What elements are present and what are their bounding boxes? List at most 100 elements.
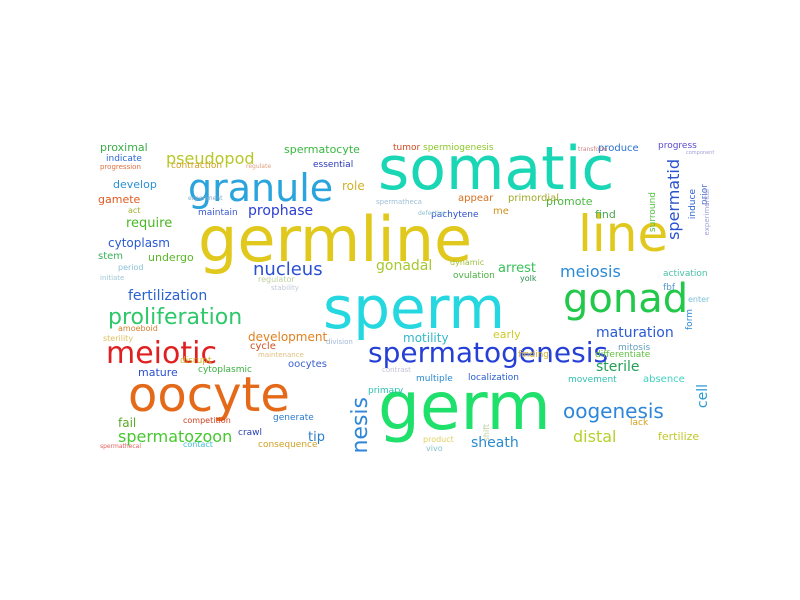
word-gamete: gamete [98, 193, 141, 206]
word-develop: develop [113, 178, 157, 191]
word-spermatheca: spermatheca [376, 198, 422, 206]
word-stem: stem [98, 251, 124, 262]
word-activation: activation [663, 269, 708, 279]
word-cytoplasm: cytoplasm [108, 236, 170, 250]
word-regulator: regulator [258, 275, 295, 284]
word-require: require [126, 216, 173, 231]
word-spermatozoon: spermatozoon [118, 427, 233, 446]
word-meiotic: meiotic [106, 336, 217, 371]
word-indicate: indicate [106, 154, 142, 164]
word-stability: stability [271, 284, 299, 292]
word-cloud: germline somatic sperm germ oocyte granu… [98, 139, 723, 454]
word-tumor: tumor [393, 143, 421, 153]
word-undergo: undergo [148, 251, 194, 264]
word-ovulation: ovulation [453, 271, 495, 281]
word-essential: essential [313, 160, 354, 170]
word-defective: defective [418, 210, 446, 217]
word-differentiate: differentiate [595, 350, 651, 360]
word-contrast: contrast [382, 366, 411, 374]
word-experimental: experimental [703, 189, 711, 236]
word-transform: transform [578, 146, 608, 153]
word-amoeboid: amoeboid [118, 324, 158, 333]
word-finding: finding [518, 350, 550, 360]
word-germline: germline [198, 203, 473, 276]
word-spermatocyte: spermatocyte [284, 143, 360, 156]
word-progression: progression [100, 163, 141, 171]
word-msp: oogenesis [348, 397, 373, 454]
word-competition: competition [183, 416, 231, 425]
word-appear: appear [458, 193, 494, 204]
word-enter: enter [688, 295, 710, 304]
word-find: find [595, 208, 616, 221]
word-product: product [423, 435, 454, 444]
word-spermathecal: spermathecal [100, 443, 141, 450]
word-regulate: regulate [246, 163, 272, 170]
word-disrupt: disrupt [180, 356, 212, 366]
word-early: early [493, 328, 521, 341]
word-cell: cell [695, 384, 711, 409]
word-spermiogenesis: spermiogenesis [423, 143, 494, 153]
word-generate: generate [273, 413, 314, 423]
word-gonadal: gonadal [376, 258, 433, 274]
word-me: me [493, 206, 509, 217]
word-form: form [685, 309, 695, 330]
word-pseudopod: pseudopod [166, 149, 255, 168]
word-fail: fail [118, 416, 137, 430]
word-localization: localization [468, 373, 519, 383]
word-consequence: consequence [258, 440, 318, 450]
word-fertilize: fertilize [658, 430, 700, 443]
word-initiate: initiate [100, 274, 125, 282]
word-fertilization: fertilization [128, 288, 208, 304]
word-primordial: primordial [508, 193, 560, 204]
word-gonad: gonad [563, 276, 689, 322]
word-granule: granule [188, 166, 334, 210]
word-vivo: vivo [426, 444, 443, 453]
word-act: act [128, 206, 141, 215]
word-cytoplasmic: cytoplasmic [198, 365, 252, 375]
word-multiple: multiple [416, 374, 453, 384]
word-somatic: somatic [378, 139, 615, 204]
word-line: line [578, 205, 669, 263]
word-induce: induce [688, 189, 698, 220]
word-arrest: arrest [498, 261, 537, 276]
word-crawl: crawl [238, 428, 263, 438]
word-movement: movement [568, 375, 617, 385]
word-nucleus: nucleus [253, 259, 323, 280]
word-dynamic: dynamic [450, 258, 485, 267]
word-pachytene: pachytene [431, 210, 479, 220]
word-distal: distal [573, 427, 617, 446]
word-surround: surround [648, 192, 658, 233]
word-development: development [248, 330, 328, 344]
word-role: role [342, 179, 365, 193]
word-contraction: contraction [171, 161, 223, 171]
word-oocytes: oocytes [288, 359, 327, 370]
word-proximal: proximal [100, 141, 148, 154]
word-primary: primary [368, 386, 404, 396]
word-sheath: sheath [471, 435, 519, 451]
word-meiosis: meiosis [560, 262, 621, 281]
word-tip: tip [308, 430, 325, 445]
word-contact: contact [183, 440, 213, 449]
word-absence: absence [643, 374, 685, 385]
word-division: division [326, 338, 353, 346]
word-period: period [118, 263, 144, 272]
word-cycle: cycle [250, 341, 276, 352]
word-spermatid: spermatid [664, 159, 683, 240]
word-progress: progress [658, 141, 697, 151]
word-sterile: sterile [596, 359, 640, 375]
word-oocyte: oocyte [128, 367, 290, 423]
word-oogenesis: oogenesis [563, 399, 664, 423]
word-maturation: maturation [596, 325, 674, 341]
word-maintain: maintain [198, 208, 238, 218]
word-spermatogenesis: spermatogenesis [368, 336, 609, 369]
word-prophase: prophase [248, 203, 314, 219]
word-proliferation: proliferation [108, 305, 243, 330]
word-shift: shift [482, 424, 491, 442]
word-mature: mature [138, 366, 178, 379]
word-produce: produce [598, 143, 639, 154]
word-mitosis: mitosis [618, 343, 651, 353]
word-experiment: experiment [188, 195, 223, 202]
word-component: component [686, 150, 715, 156]
word-lack: lack [630, 418, 649, 428]
